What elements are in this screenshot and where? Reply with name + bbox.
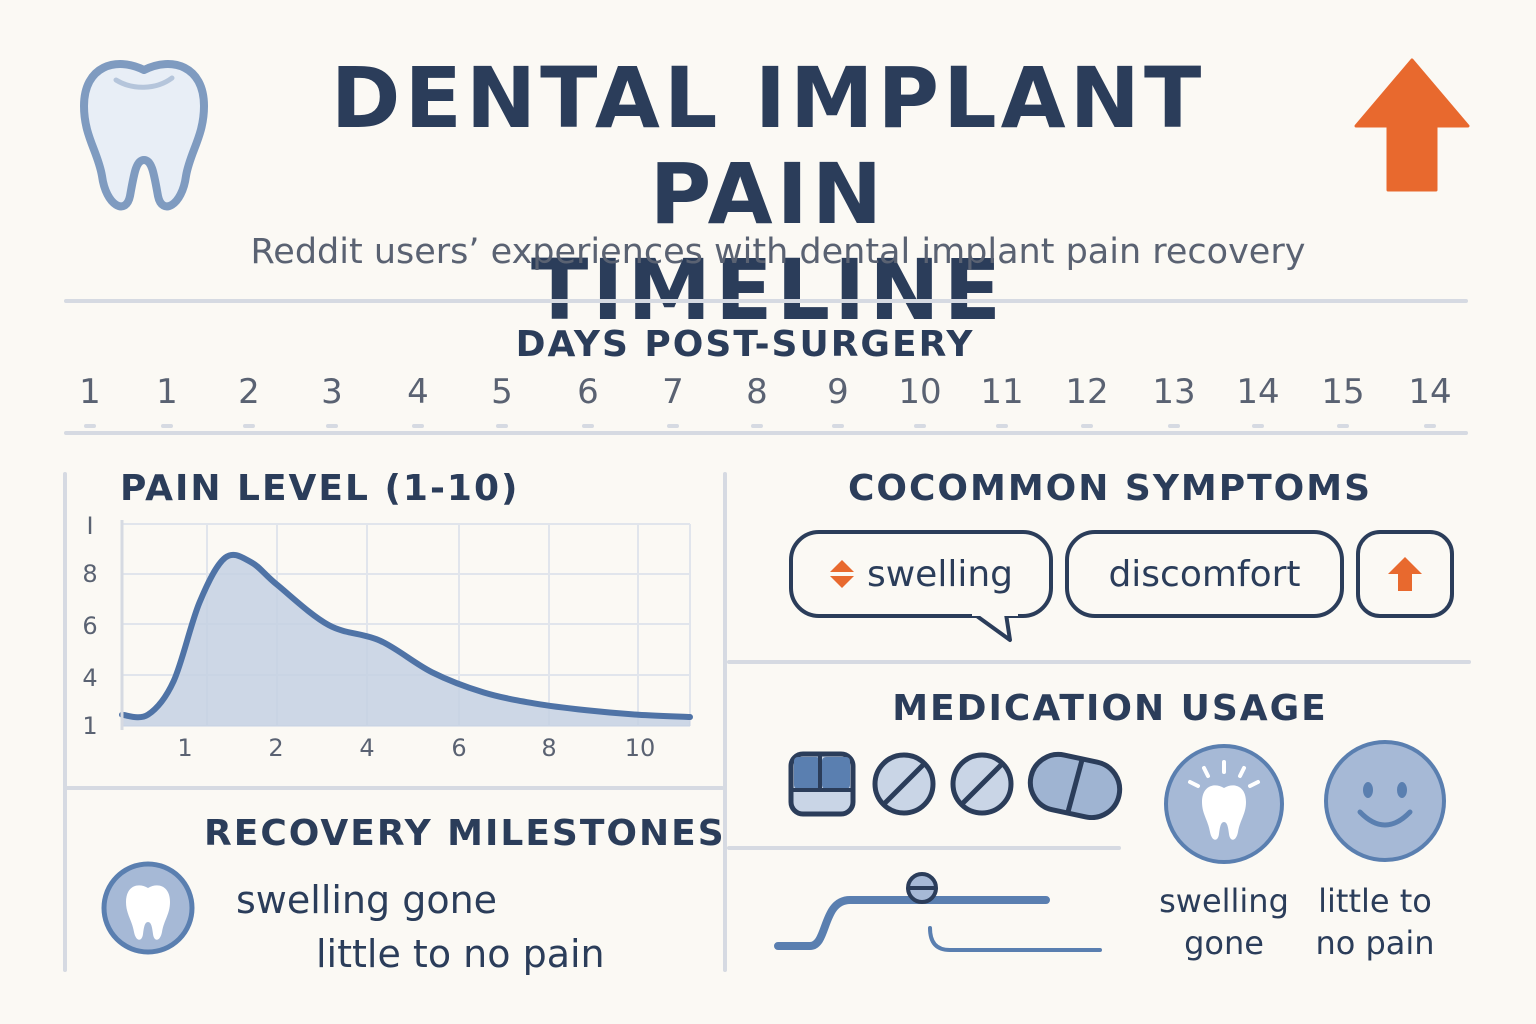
- symptom-swelling-bubble: swelling: [789, 530, 1053, 618]
- day-tick-label: 1: [79, 372, 101, 412]
- day-tick-mark: [84, 424, 96, 428]
- day-tick-mark: [1168, 424, 1180, 428]
- day-tick-label: 7: [662, 372, 684, 412]
- page-title: DENTAL IMPLANT PAIN TIMELINE: [210, 50, 1326, 338]
- tablet-icon: [950, 752, 1014, 816]
- x-tick-label: 1: [177, 734, 192, 762]
- y-tick-label: 6: [82, 612, 97, 640]
- day-tick-label: 2: [238, 372, 260, 412]
- x-tick-label: 8: [541, 734, 556, 762]
- up-down-arrow-icon: [829, 560, 854, 588]
- divider-days: [64, 431, 1468, 435]
- day-tick-mark: [914, 424, 926, 428]
- speech-bubble-tail: [972, 610, 1018, 642]
- day-tick-label: 6: [577, 372, 599, 412]
- day-tick-mark: [996, 424, 1008, 428]
- day-tick-mark: [832, 424, 844, 428]
- symptom-label: discomfort: [1108, 553, 1301, 595]
- day-tick-label: 8: [746, 372, 768, 412]
- day-tick-mark: [243, 424, 255, 428]
- up-arrow-icon: [1388, 557, 1422, 591]
- progress-slider-graphic: [774, 872, 1102, 952]
- day-tick-mark: [326, 424, 338, 428]
- day-tick-label: 10: [898, 372, 942, 412]
- pain-area-fill: [122, 554, 690, 726]
- milestone-item: swelling gone: [236, 878, 498, 922]
- day-tick-mark: [412, 424, 424, 428]
- symptom-more-pill: [1356, 530, 1454, 618]
- milestone-item: little to no pain: [316, 932, 605, 976]
- up-arrow-icon: [1354, 58, 1470, 192]
- tooth-icon: [80, 60, 208, 211]
- day-tick-label: 14: [1408, 372, 1452, 412]
- day-tick-mark: [1337, 424, 1349, 428]
- x-tick-label: 4: [359, 734, 374, 762]
- milestones-heading: RECOVERY MILESTONES: [204, 813, 726, 854]
- capsule-icon: [1027, 751, 1123, 820]
- symptom-discomfort-pill: discomfort: [1065, 530, 1344, 618]
- symptom-label: swelling: [866, 553, 1014, 595]
- days-heading: DAYS POST-SURGERY: [515, 324, 975, 365]
- day-tick-label: 5: [491, 372, 513, 412]
- page-subtitle: Reddit users’ experiences with dental im…: [250, 232, 1306, 272]
- symptoms-heading: COCOMMON SYMPTOMS: [847, 468, 1373, 509]
- smiley-face-icon: [1324, 740, 1446, 862]
- day-tick-mark: [1081, 424, 1093, 428]
- day-tick-mark: [582, 424, 594, 428]
- x-tick-label: 10: [625, 734, 656, 762]
- day-tick-mark: [1424, 424, 1436, 428]
- pain-series-line: [119, 551, 693, 721]
- day-tick-mark: [667, 424, 679, 428]
- x-tick-label: 2: [268, 734, 283, 762]
- day-tick-label: 9: [827, 372, 849, 412]
- divider-symptoms-bottom: [727, 660, 1471, 664]
- x-tick-label: 6: [451, 734, 466, 762]
- divider-left-edge: [63, 472, 67, 972]
- day-tick-label: 13: [1152, 372, 1196, 412]
- medication-heading: MEDICATION USAGE: [892, 688, 1328, 729]
- day-tick-label: 11: [980, 372, 1024, 412]
- y-tick-label: 8: [82, 560, 97, 588]
- shining-tooth-icon: [1164, 744, 1284, 864]
- divider-center: [723, 472, 727, 972]
- day-tick-label: 1: [156, 372, 178, 412]
- y-tick-label: 1: [82, 712, 97, 740]
- tablet-icon: [872, 752, 936, 816]
- title-line-1: DENTAL IMPLANT PAIN: [330, 49, 1206, 243]
- day-tick-mark: [496, 424, 508, 428]
- day-tick-label: 4: [407, 372, 429, 412]
- day-tick-mark: [161, 424, 173, 428]
- medication-icons: [788, 751, 1123, 820]
- divider-top: [64, 299, 1468, 303]
- divider-chart-bottom: [64, 786, 724, 790]
- day-tick-label: 12: [1065, 372, 1109, 412]
- day-tick-mark: [751, 424, 763, 428]
- medication-label: little to no pain: [1315, 882, 1435, 962]
- medication-label: swelling gone: [1159, 882, 1289, 962]
- day-tick-label: 3: [321, 372, 343, 412]
- y-tick-label: 4: [82, 664, 97, 692]
- day-tick-label: 15: [1321, 372, 1365, 412]
- title-line-2: TIMELINE: [531, 241, 1005, 339]
- y-tick-label: I: [86, 512, 93, 540]
- day-tick-label: 14: [1236, 372, 1280, 412]
- divider-medication-bottom: [727, 846, 1121, 850]
- day-tick-mark: [1252, 424, 1264, 428]
- tooth-badge-icon: [101, 861, 195, 955]
- pain-level-chart: I 8 6 4 1 1 2 4 6 8 10: [82, 512, 693, 762]
- pill-box-icon: [788, 751, 856, 817]
- pain-chart-heading: PAIN LEVEL (1-10): [120, 468, 520, 509]
